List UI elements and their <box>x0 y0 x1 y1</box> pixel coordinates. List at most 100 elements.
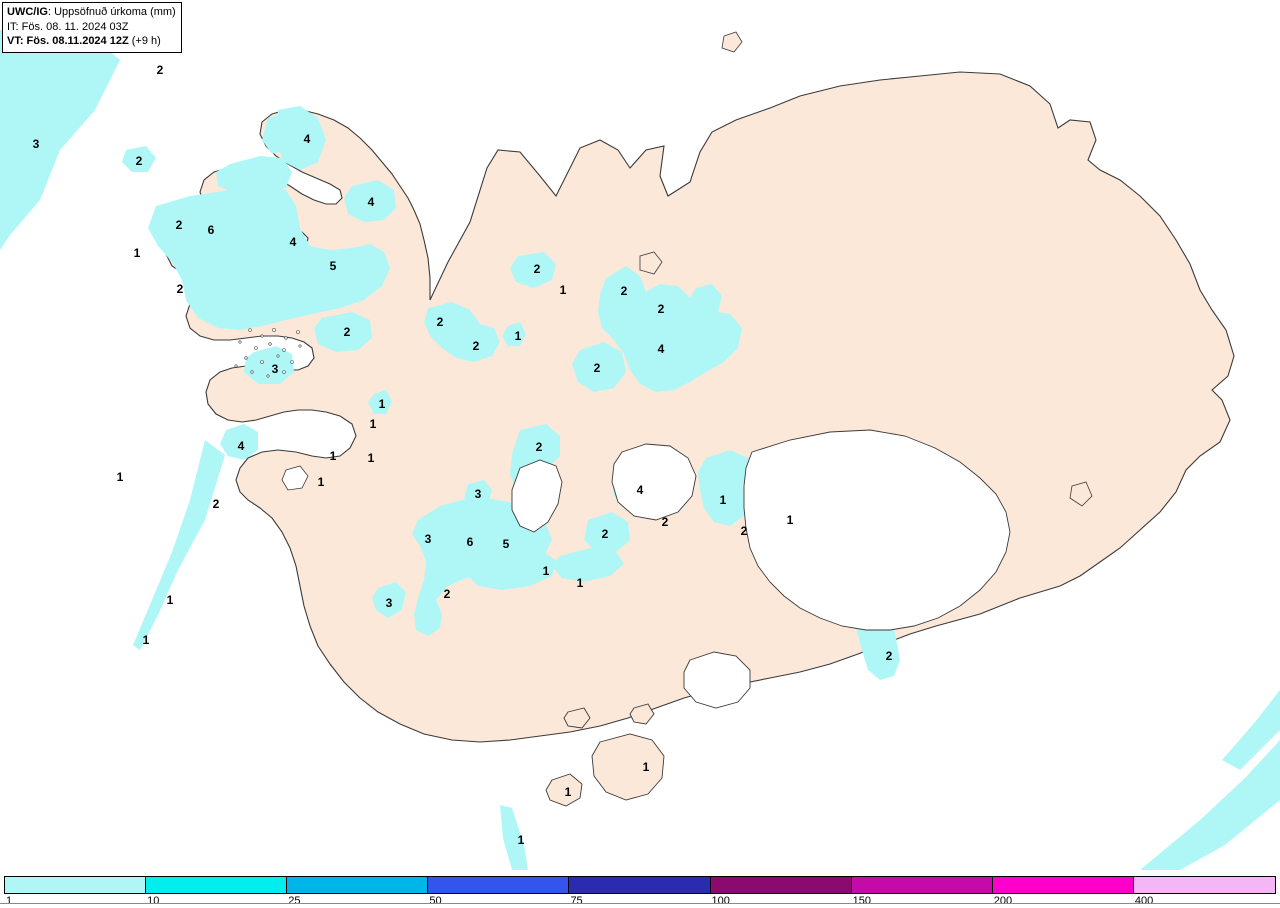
legend-tick-75: 75 <box>570 895 583 907</box>
langjokull-glacier <box>511 459 563 533</box>
legend-bottom-rule <box>0 903 1280 904</box>
legend-tick-150: 150 <box>852 895 872 907</box>
precip-value-hunafloi-east: 5 <box>329 259 337 273</box>
legend-tick-200: 200 <box>993 895 1013 907</box>
myrdalsjokull-glacier <box>683 651 751 709</box>
precip-value-langjokull-north: 2 <box>535 440 543 454</box>
precip-value-vestmannaeyjar-heimaey: 1 <box>642 760 650 774</box>
legend-tick-25: 25 <box>288 895 301 907</box>
precip-value-myvatn-region: 4 <box>657 342 665 356</box>
model-label: UWC/IG <box>7 6 48 18</box>
precip-value-south-lowland-east: 1 <box>576 576 584 590</box>
islet-east <box>1069 481 1093 507</box>
color-legend[interactable]: 1 10 25 50 75 100 150 200 400 <box>0 870 1280 908</box>
precip-value-south-highland: 2 <box>601 527 609 541</box>
snaefellsjokull-glacier <box>281 465 309 491</box>
breidafjordur-islets <box>234 328 302 378</box>
precip-value-westfjords-north: 2 <box>135 154 143 168</box>
legend-tick-400: 400 <box>1134 895 1154 907</box>
precip-value-hofsjokull-south: 2 <box>661 515 669 529</box>
precip-value-westfjords-southwest: 1 <box>133 246 141 260</box>
precip-value-vatnajokull-northwest: 2 <box>740 524 748 538</box>
precip-value-vestmannaeyjar-west: 1 <box>564 785 572 799</box>
legend-tick-100: 100 <box>711 895 730 907</box>
legend-band-100[interactable] <box>710 877 852 893</box>
precip-value-south-lowland-west: 1 <box>542 564 550 578</box>
iceland-map-graphic <box>0 26 1280 870</box>
precip-value-isafjardardjup-centre: 6 <box>207 223 215 237</box>
precip-value-snaefellsnes-offshore: 1 <box>369 417 377 431</box>
precip-value-skagafjordur: 2 <box>533 262 541 276</box>
precip-value-breidafjordur-north: 3 <box>271 362 279 376</box>
precip-value-reykjanes-north: 3 <box>424 532 432 546</box>
precip-value-thingvellir: 3 <box>474 487 482 501</box>
precip-value-westfjords-south: 2 <box>176 282 184 296</box>
precip-value-north-central-highland: 1 <box>559 283 567 297</box>
precip-value-westfjords-isafjardardjup: 2 <box>175 218 183 232</box>
precip-value-southwest-sea-band-north: 1 <box>166 593 174 607</box>
legend-band-50[interactable] <box>428 877 570 893</box>
legend-band-150[interactable] <box>851 877 993 893</box>
precip-value-hunafloi-mouth: 2 <box>343 325 351 339</box>
north-offshore-islets <box>639 31 1093 507</box>
legend-tick-50: 50 <box>429 895 442 907</box>
precip-value-sea-north-of-westfjords: 2 <box>156 63 164 77</box>
legend-band-10[interactable] <box>146 877 288 893</box>
legend-band-200[interactable] <box>992 877 1134 893</box>
precip-value-vatnsnes: 2 <box>472 339 480 353</box>
info-line-product: UWC/IG: Uppsöfnuð úrkoma (mm) <box>7 5 176 20</box>
precip-value-west-iceland-inland: 1 <box>329 449 337 463</box>
precip-value-eyjafjordur-west: 2 <box>620 284 628 298</box>
precip-value-reykjanes-south: 2 <box>443 587 451 601</box>
island-north-small-2 <box>629 703 655 725</box>
precip-value-hofsjokull: 4 <box>636 483 644 497</box>
precip-value-reykjanes-offshore: 3 <box>385 596 393 610</box>
precip-value-central-highland-north: 2 <box>593 361 601 375</box>
precip-value-south-sea-offshore: 1 <box>517 833 525 847</box>
precip-value-north-highland: 1 <box>514 329 522 343</box>
precip-value-hunafloi-west: 4 <box>289 235 297 249</box>
legend-tick-1: 1 <box>6 895 13 907</box>
vestmannaeyjar-small-island <box>545 773 583 807</box>
grimsey-island <box>721 31 743 53</box>
info-line-valid-time: VT: Fös. 08.11.2024 12Z (+9 h) <box>7 34 176 49</box>
precip-value-southwest-sea-band-south: 1 <box>142 633 150 647</box>
precip-value-west-iceland-coast: 1 <box>317 475 325 489</box>
valid-time-label: VT: Fös. 08.11.2024 12Z <box>7 35 129 48</box>
precip-value-hunafloi-inland: 2 <box>436 315 444 329</box>
precip-value-sea-northwest-offshore: 3 <box>32 137 40 151</box>
island-north-small <box>563 707 591 729</box>
vatnajokull-glacier <box>743 429 1011 631</box>
precip-value-skagi-north-coast: 4 <box>367 195 375 209</box>
legend-tick-10: 10 <box>147 895 160 907</box>
valid-time-offset: (+9 h) <box>128 35 161 48</box>
legend-band-400[interactable] <box>1133 877 1275 893</box>
islet-north <box>639 251 663 275</box>
glaciers <box>281 429 1011 709</box>
precip-value-vatnajokull-north-edge: 1 <box>786 513 794 527</box>
legend-band-75[interactable] <box>569 877 711 893</box>
product-title: : Uppsöfnuð úrkoma (mm) <box>47 6 176 18</box>
precip-value-hornstrandir: 4 <box>303 132 311 146</box>
precip-value-eyjafjordur-east: 2 <box>657 302 665 316</box>
heimaey-island <box>591 733 665 801</box>
precip-value-highland-east: 1 <box>719 493 727 507</box>
color-legend-ticks: 1 10 25 50 75 100 150 200 400 <box>4 895 1276 908</box>
vestmannaeyjar-islands <box>545 703 665 807</box>
legend-band-1[interactable] <box>5 877 147 893</box>
legend-band-25[interactable] <box>287 877 429 893</box>
map-info-box: UWC/IG: Uppsöfnuð úrkoma (mm) IT: Fös. 0… <box>2 2 182 53</box>
info-line-init-time: IT: Fös. 08. 11. 2024 03Z <box>7 20 129 33</box>
precip-value-snaefellsnes-north: 1 <box>378 397 386 411</box>
precip-value-reykjavik-area: 6 <box>466 535 474 549</box>
precip-value-faxafloi-outer: 2 <box>212 497 220 511</box>
hofsjokull-glacier <box>611 443 697 521</box>
precip-value-borgarfjordur: 1 <box>367 451 375 465</box>
precipitation-shading-offshore <box>0 26 1280 870</box>
precip-value-west-offshore: 1 <box>116 470 124 484</box>
precip-value-breidafjordur-mouth: 4 <box>237 439 245 453</box>
precip-value-breidamerkurjokull: 2 <box>885 649 893 663</box>
color-legend-bar[interactable] <box>4 876 1276 894</box>
